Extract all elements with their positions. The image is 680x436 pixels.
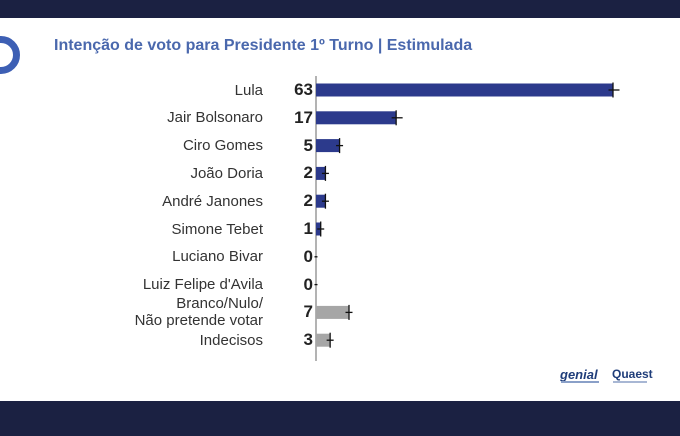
- category-label: Luciano Bivar: [172, 248, 263, 266]
- bar: [316, 83, 613, 97]
- bar: [316, 194, 326, 208]
- data-label: 3: [303, 330, 313, 350]
- quaest-logo-underline: [613, 381, 647, 383]
- data-label: 2: [303, 163, 313, 183]
- data-label: 1: [303, 219, 313, 238]
- chart-title: Intenção de voto para Presidente 1º Turn…: [54, 37, 473, 54]
- data-label: 17: [294, 107, 313, 127]
- category-label: Jair Bolsonaro: [167, 109, 263, 127]
- data-label: 7: [303, 302, 313, 322]
- data-label: 0: [303, 246, 313, 266]
- top-bar: [0, 0, 680, 18]
- category-label: Simone Tebet: [171, 220, 263, 238]
- data-label: 5: [303, 135, 313, 155]
- bar: [316, 111, 397, 125]
- bar-chart-plot: [314, 76, 620, 361]
- quaest-logo: Quaest: [612, 367, 653, 381]
- quaest-mark-icon: [0, 36, 20, 74]
- bar: [316, 139, 340, 153]
- bar: [316, 333, 331, 347]
- category-label: Indecisos: [199, 331, 263, 349]
- bar: [316, 305, 349, 319]
- bar-chart: Lula 63 Jair Bolsonaro 17 Ciro Gomes 5 João Do…: [0, 76, 680, 361]
- bottom-bar: [0, 401, 680, 436]
- category-label: Lula: [234, 81, 263, 99]
- genial-logo: genial: [560, 367, 598, 382]
- category-label: Ciro Gomes: [182, 137, 263, 155]
- category-label: Branco/Nulo/ Não pretende votar: [134, 295, 263, 330]
- category-label: André Janones: [162, 192, 263, 210]
- category-label: Luiz Felipe d'Avila: [142, 276, 263, 294]
- genial-logo-underline: [561, 381, 599, 383]
- bar: [316, 166, 326, 180]
- category-label: João Doria: [190, 164, 263, 182]
- data-label: 63: [294, 80, 313, 99]
- data-label: 0: [303, 274, 313, 294]
- data-label: 2: [303, 191, 313, 211]
